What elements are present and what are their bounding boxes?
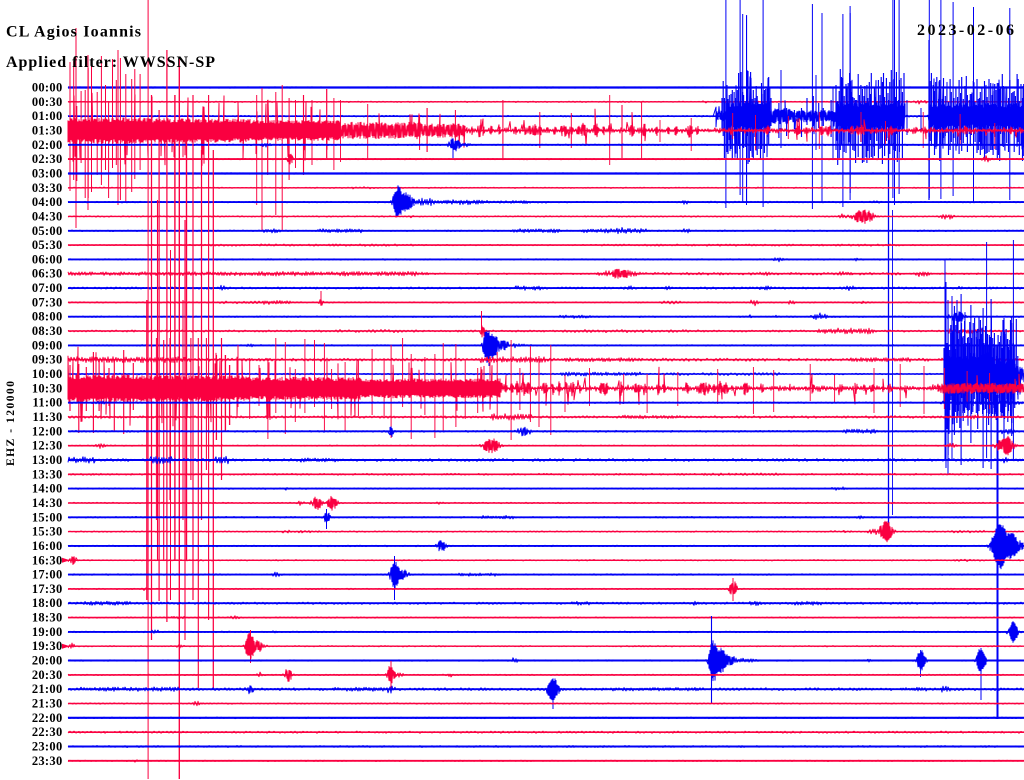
svg-text:18:00: 18:00 [32,596,63,610]
svg-text:03:30: 03:30 [32,181,63,195]
svg-text:22:00: 22:00 [32,711,63,725]
svg-text:14:30: 14:30 [32,496,63,510]
svg-text:21:30: 21:30 [32,697,63,711]
svg-text:12:30: 12:30 [32,439,63,453]
svg-text:07:00: 07:00 [32,281,63,295]
svg-text:EHZ - 120000: EHZ - 120000 [5,381,17,466]
svg-text:08:00: 08:00 [32,310,63,324]
svg-text:11:00: 11:00 [33,396,63,410]
svg-text:22:30: 22:30 [32,725,63,739]
svg-text:16:00: 16:00 [32,539,63,553]
svg-text:20:30: 20:30 [32,668,63,682]
svg-text:15:30: 15:30 [32,525,63,539]
svg-text:02:30: 02:30 [32,152,63,166]
svg-text:03:00: 03:00 [32,167,63,181]
svg-text:01:00: 01:00 [32,109,63,123]
svg-text:12:00: 12:00 [32,424,63,438]
svg-text:23:30: 23:30 [32,754,63,768]
svg-text:10:00: 10:00 [32,367,63,381]
svg-text:09:00: 09:00 [32,338,63,352]
svg-text:20:00: 20:00 [32,654,63,668]
svg-text:21:00: 21:00 [32,682,63,696]
svg-text:14:00: 14:00 [32,482,63,496]
svg-text:16:30: 16:30 [32,553,63,567]
svg-text:04:00: 04:00 [32,195,63,209]
svg-text:07:30: 07:30 [32,295,63,309]
svg-text:CL Agios Ioannis: CL Agios Ioannis [6,24,141,41]
svg-text:23:00: 23:00 [32,740,63,754]
svg-text:10:30: 10:30 [32,381,63,395]
svg-text:06:30: 06:30 [32,267,63,281]
svg-text:06:00: 06:00 [32,252,63,266]
svg-text:18:30: 18:30 [32,611,63,625]
svg-text:15:00: 15:00 [32,510,63,524]
svg-text:13:30: 13:30 [32,467,63,481]
svg-text:05:00: 05:00 [32,224,63,238]
svg-text:19:00: 19:00 [32,625,63,639]
svg-text:Applied filter: WWSSN-SP: Applied filter: WWSSN-SP [6,54,215,71]
svg-text:04:30: 04:30 [32,209,63,223]
svg-text:17:00: 17:00 [32,568,63,582]
svg-text:05:30: 05:30 [32,238,63,252]
svg-text:00:30: 00:30 [32,95,63,109]
svg-text:00:00: 00:00 [32,81,63,95]
svg-text:02:00: 02:00 [32,138,63,152]
svg-text:01:30: 01:30 [32,124,63,138]
svg-text:11:30: 11:30 [33,410,63,424]
svg-text:19:30: 19:30 [32,639,63,653]
svg-text:17:30: 17:30 [32,582,63,596]
svg-text:09:30: 09:30 [32,353,63,367]
svg-text:08:30: 08:30 [32,324,63,338]
svg-text:13:00: 13:00 [32,453,63,467]
